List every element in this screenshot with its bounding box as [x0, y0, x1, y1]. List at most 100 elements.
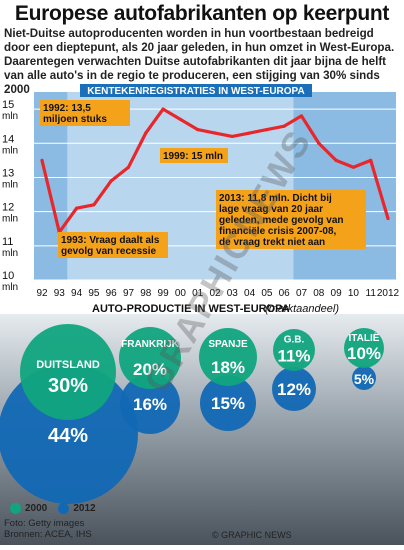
x-tick-label: 06: [279, 288, 291, 299]
data-point: [144, 131, 148, 135]
data-point: [40, 158, 44, 162]
bubble-2012-1: [120, 374, 180, 434]
data-point: [92, 203, 96, 207]
annotation-2013-text: 2013: 11,8 mln. Dicht bij: [219, 193, 332, 204]
annotation-1993-text: 1993: Vraag daalt als: [61, 235, 160, 246]
x-tick-label: 96: [106, 288, 118, 299]
annotation-1993-bg: [58, 232, 168, 258]
x-tick-label: 09: [331, 288, 343, 299]
value-2000: 30%: [48, 375, 88, 397]
page-title: Europese autofabrikanten op keerpunt: [14, 2, 390, 25]
x-tick-label: 08: [313, 288, 325, 299]
bubble-2012-3: [272, 367, 316, 411]
data-point: [230, 134, 234, 139]
annotation-2013-text: financiële crisis 2007-08,: [219, 226, 337, 237]
y-tick-number: 10: [2, 270, 14, 282]
value-2000: 18%: [211, 358, 245, 377]
y-tick-label: 11 mln: [2, 236, 18, 259]
y-tick-number: 12: [2, 202, 14, 214]
registrations-line-chart: 10 mln 11 mln 12 mln 13 mln 14 mln 15 mln 92 93 94 95 96…: [0, 84, 404, 304]
y-tick-unit: mln: [2, 179, 18, 190]
y-tick-label: 12 mln: [2, 202, 18, 225]
value-2012: 44%: [48, 425, 88, 447]
bubble-2000-1: [119, 327, 181, 389]
annotation-1992-text: miljoen stuks: [43, 114, 107, 125]
data-point: [213, 131, 217, 135]
y-tick-label: 10 mln: [2, 270, 18, 293]
data-point: [334, 158, 338, 162]
x-tick-label: 92: [36, 288, 48, 299]
production-section: AUTO-PRODUCTIE IN WEST-EUROPA (marktaande…: [0, 300, 404, 545]
x-tick-label: 98: [140, 288, 152, 299]
photo-credit: Foto: Getty images: [4, 518, 85, 529]
data-point: [75, 206, 79, 210]
x-tick-label: 2012: [377, 288, 400, 299]
annotation-1999-text: 1999: 15 mln: [163, 151, 223, 162]
bubble-2012-2: [200, 375, 256, 431]
footer: Foto: Getty images Bronnen: ACEA, IHS: [4, 518, 92, 540]
x-tick-label: 00: [175, 288, 187, 299]
country-name: ITALIË: [349, 331, 380, 344]
page-subtitle: Niet-Duitse autoproducenten worden in hu…: [4, 27, 395, 96]
x-tick-label: 97: [123, 288, 135, 299]
annotation-2013-text: lage vraag van 20 jaar: [219, 204, 323, 215]
data-point: [161, 107, 165, 111]
value-2000: 20%: [133, 360, 167, 379]
bubble-2000-4: [344, 328, 384, 368]
country-name: DUITSLAND: [36, 359, 100, 371]
annotation-2013-bg: [216, 190, 366, 249]
annotation-1992-text: 1992: 13,5: [43, 103, 91, 114]
x-tick-label: 95: [88, 288, 100, 299]
y-tick-number: 13: [2, 167, 14, 179]
data-point: [109, 179, 113, 183]
country-name: FRANKRIJK: [121, 339, 180, 350]
value-2012: 16%: [133, 395, 167, 414]
shaded-range-1: [293, 92, 396, 280]
production-bubbles-svg: AUTO-PRODUCTIE IN WEST-EUROPA(marktaande…: [0, 303, 404, 545]
annotation-1999-bg: [160, 148, 228, 163]
bubble-2000-2: [199, 328, 257, 386]
sources: Bronnen: ACEA, IHS: [4, 529, 92, 540]
x-tick-label: 07: [296, 288, 308, 299]
value-2012: 5%: [354, 371, 375, 387]
data-point: [369, 158, 373, 162]
data-point: [248, 131, 252, 135]
x-tick-label: 04: [244, 288, 256, 299]
country-name: SPANJE: [208, 339, 248, 350]
x-tick-label: 01: [192, 288, 204, 299]
annotation-2013-text: de vraag trekt niet aan: [219, 237, 325, 248]
data-point: [126, 165, 131, 169]
x-tick-label: 11: [366, 288, 377, 299]
legend-2012-dot: [58, 503, 70, 514]
value-2012: 15%: [211, 394, 245, 413]
y-tick-unit: mln: [2, 248, 18, 259]
legend: 2000 2012: [10, 503, 96, 514]
x-tick-label: 03: [227, 288, 239, 299]
y-tick-unit: mln: [2, 214, 18, 225]
x-tick-label: 10: [348, 288, 360, 299]
data-point: [386, 216, 390, 221]
legend-2012-label: 2012: [73, 503, 96, 515]
annotation-1993-text: gevolg van recessie: [61, 246, 156, 257]
x-tick-label: 94: [71, 288, 83, 299]
y-tick-unit: mln: [2, 111, 18, 122]
data-point: [317, 141, 321, 145]
annotation-2013-text: geleden, mede gevolg van: [219, 215, 343, 226]
y-tick-label: 14 mln: [2, 133, 18, 156]
data-point: [178, 117, 182, 121]
value-2000: 11%: [277, 347, 310, 366]
data-point: [299, 114, 304, 118]
chart-title-band: [80, 84, 312, 97]
data-point: [265, 128, 269, 132]
x-tick-label: 93: [54, 288, 66, 299]
bubble-2012-4: [352, 366, 376, 390]
y-tick-number: 14: [2, 133, 14, 145]
legend-2000-label: 2000: [25, 503, 48, 515]
bubble-2000-0: [20, 324, 116, 420]
data-point: [282, 124, 286, 128]
bubble-2000-3: [273, 329, 315, 371]
y-tick-number: 15: [2, 99, 14, 111]
x-tick-label: 05: [261, 288, 273, 299]
value-2012: 12%: [277, 380, 311, 399]
